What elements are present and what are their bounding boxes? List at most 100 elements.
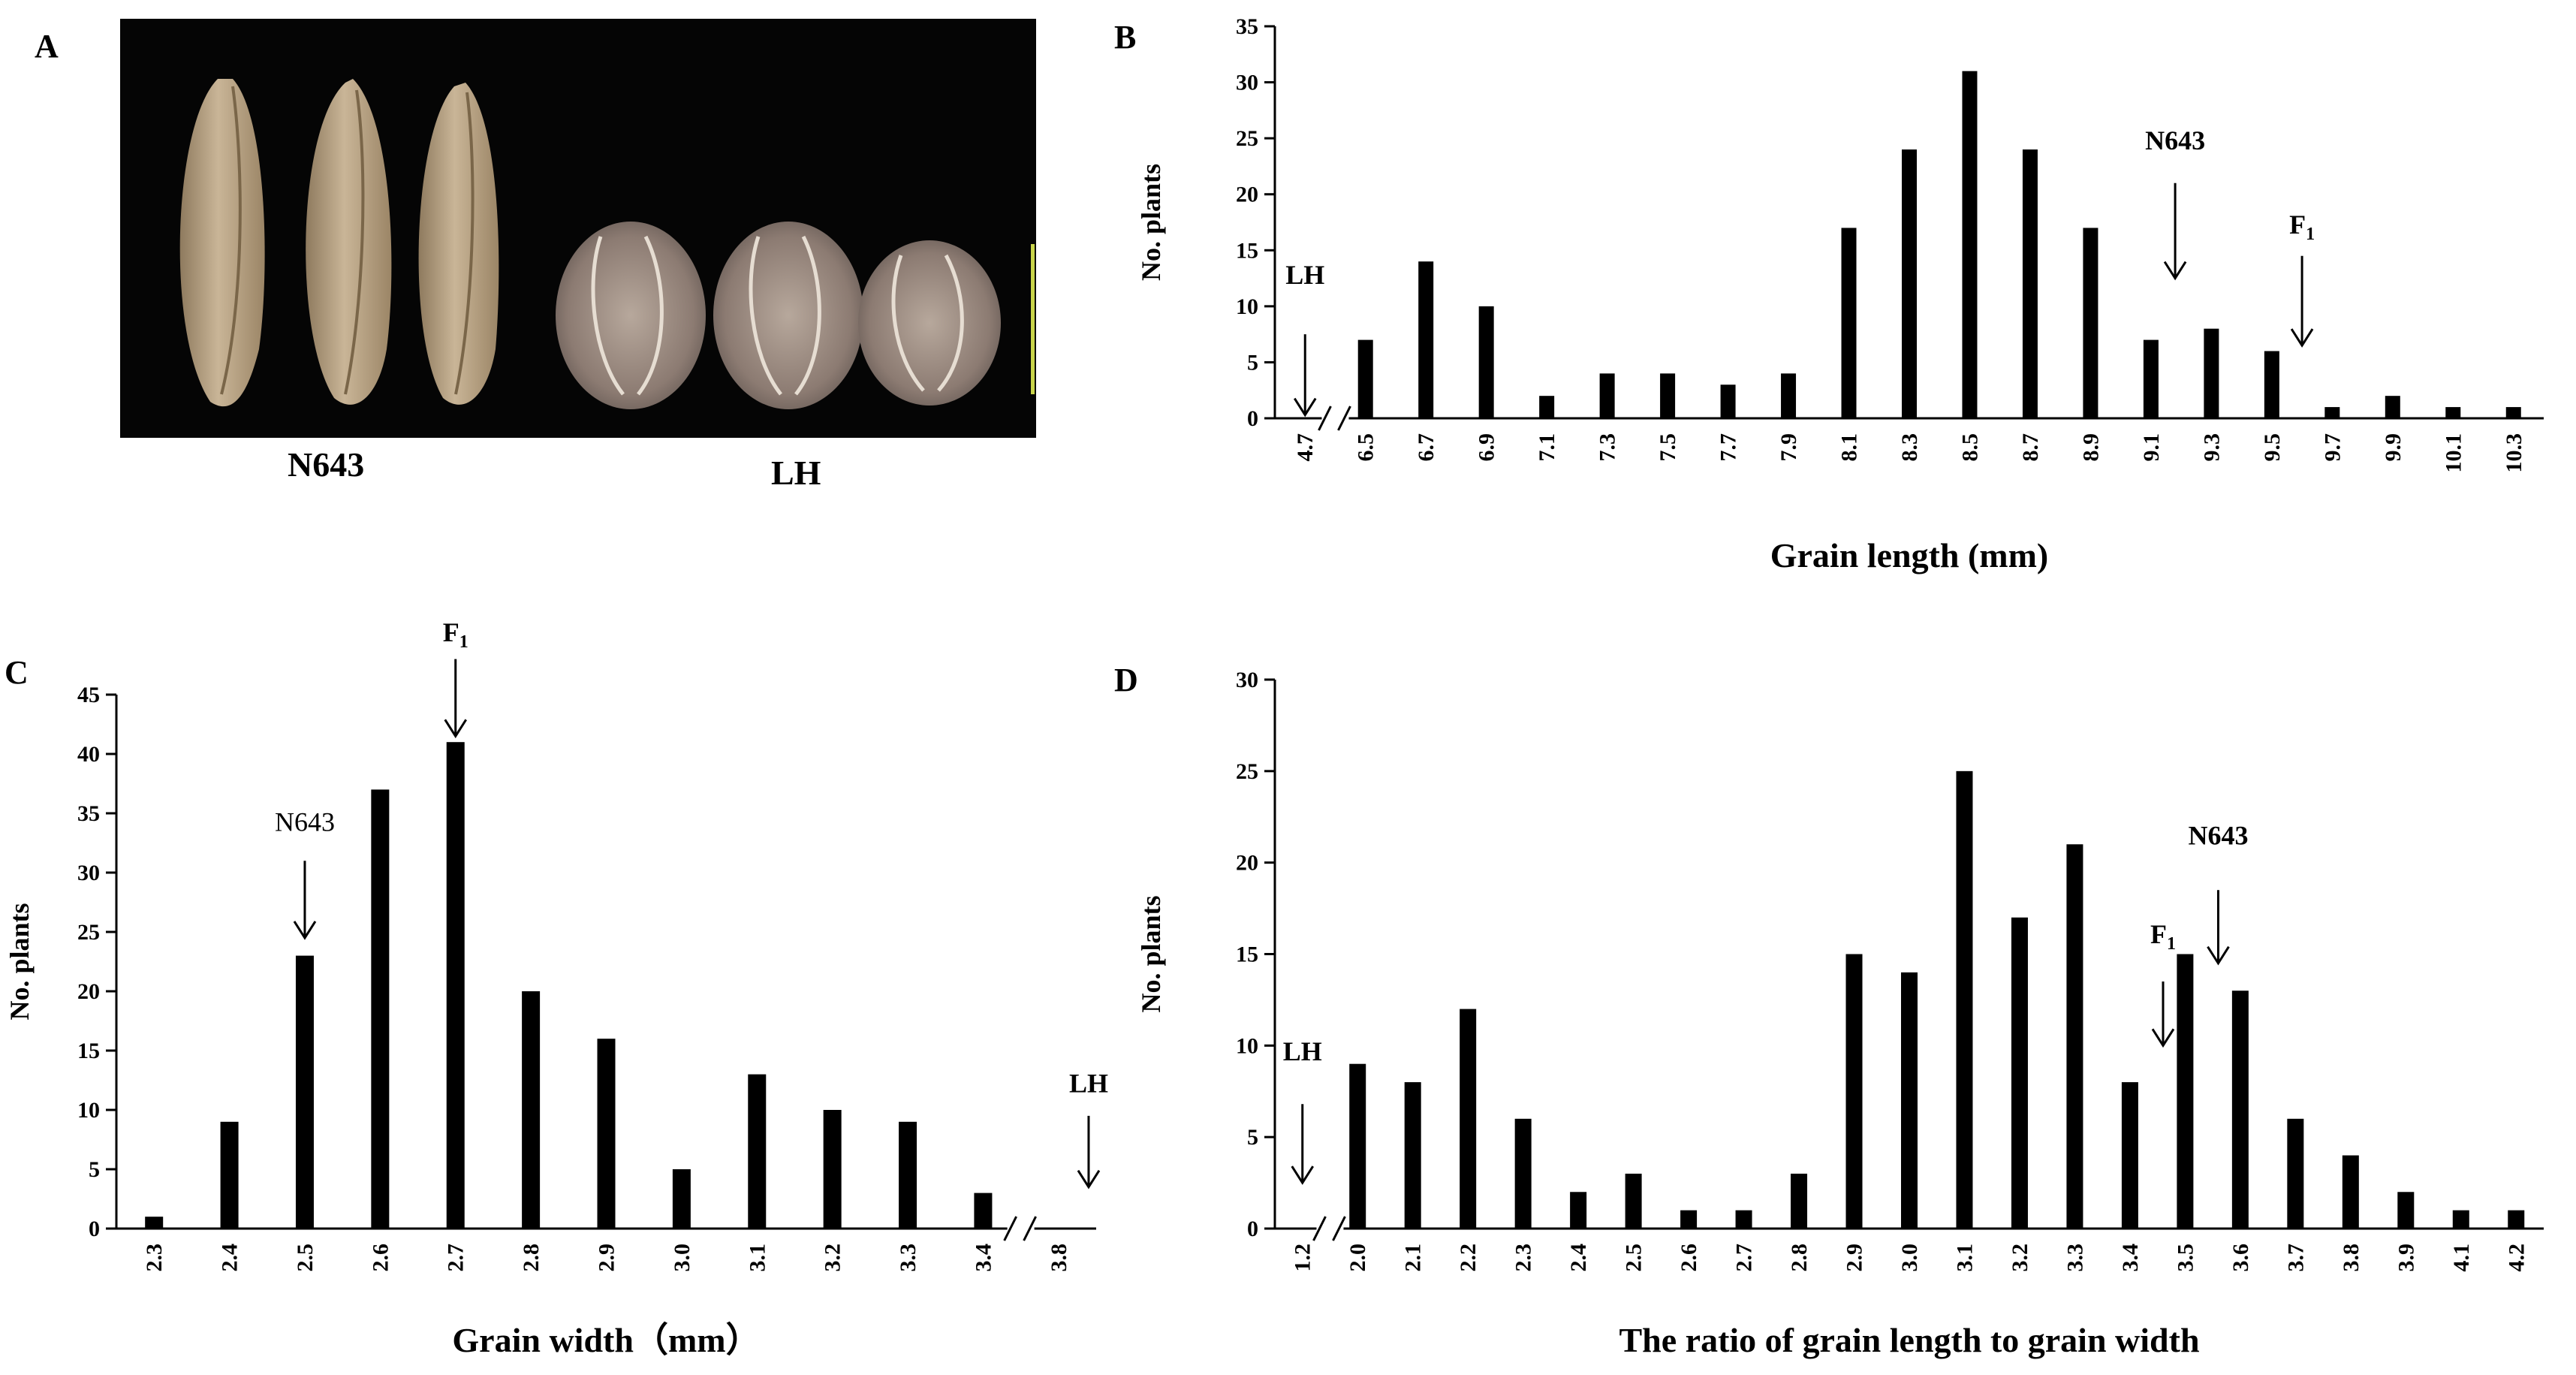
bar: [1781, 373, 1797, 418]
x-tick-label: 3.3: [2062, 1244, 2087, 1272]
bar: [2231, 991, 2249, 1229]
x-tick-label: 3.1: [1952, 1244, 1977, 1272]
x-axis-title: The ratio of grain length to grain width: [1619, 1321, 2199, 1359]
bar: [1404, 1082, 1421, 1229]
bar: [823, 1110, 842, 1229]
x-tick-label: 3.8: [2339, 1244, 2364, 1272]
bar: [1570, 1192, 1587, 1229]
y-tick-label: 40: [77, 742, 100, 767]
bar: [2177, 954, 2194, 1229]
annotation-label: F1: [2289, 210, 2315, 244]
y-tick-label: 30: [1236, 668, 1258, 692]
bar: [1349, 1063, 1366, 1229]
long-grain-3: [418, 83, 499, 405]
annotation-arrowhead: [1291, 1165, 1315, 1185]
x-tick-label: 2.1: [1401, 1244, 1426, 1272]
y-tick-label: 15: [77, 1039, 100, 1063]
panel-label-a: A: [35, 28, 59, 65]
bar: [974, 1193, 993, 1229]
y-tick-label: 5: [89, 1157, 100, 1182]
bar: [597, 1039, 616, 1229]
caption-lh: LH: [771, 454, 821, 492]
y-tick-label: 45: [77, 683, 100, 707]
y-tick-label: 30: [1236, 71, 1258, 95]
y-tick-label: 20: [77, 979, 100, 1004]
bar: [2508, 1210, 2525, 1229]
bar: [1680, 1210, 1698, 1229]
bar: [2022, 149, 2038, 419]
x-tick-label: 2.6: [1677, 1244, 1701, 1272]
panel-label-d: D: [1114, 662, 1138, 698]
x-tick-label: 9.1: [2139, 433, 2164, 462]
x-tick-label: 7.1: [1535, 433, 1559, 462]
round-grain-1: [556, 222, 706, 409]
y-tick-label: 20: [1236, 851, 1258, 876]
x-tick-label: 2.9: [1842, 1244, 1867, 1272]
x-tick-label: 4.7: [1293, 433, 1318, 462]
bar: [2385, 396, 2400, 418]
bar: [2452, 1210, 2469, 1229]
x-tick-label: 4.2: [2504, 1244, 2529, 1272]
x-tick-label: 8.7: [2018, 433, 2043, 462]
long-grain-2: [306, 79, 392, 405]
x-tick-label: 2.8: [519, 1244, 544, 1272]
x-tick-label: 8.9: [2078, 433, 2103, 462]
bar: [748, 1074, 767, 1229]
y-tick-label: 0: [1247, 406, 1258, 431]
bar: [1460, 1009, 1477, 1229]
annotation-label: N643: [2188, 820, 2248, 850]
bar: [2445, 407, 2461, 418]
axis-break-mark: [1318, 406, 1332, 431]
x-tick-label: 9.9: [2381, 433, 2406, 462]
x-tick-label: 8.5: [1957, 433, 1982, 462]
annotation-label: N643: [2145, 125, 2205, 155]
y-tick-label: 25: [77, 920, 100, 945]
x-tick-label: 2.7: [444, 1244, 469, 1272]
bar: [2066, 844, 2083, 1229]
annotation-subscript: 1: [2167, 934, 2176, 954]
round-grain-3: [858, 240, 1001, 406]
annotation-label: N643: [275, 807, 335, 837]
y-tick-label: 15: [1236, 238, 1258, 263]
x-tick-label: 8.1: [1837, 433, 1862, 462]
x-tick-label: 10.1: [2441, 433, 2466, 473]
bar: [145, 1217, 164, 1229]
y-axis-title: No. plants: [1136, 895, 1166, 1012]
x-tick-label: 3.1: [745, 1244, 770, 1272]
bar: [2143, 339, 2159, 418]
x-tick-label: 3.5: [2173, 1244, 2198, 1272]
x-tick-label: 3.0: [1897, 1244, 1922, 1272]
bar: [1902, 149, 1917, 419]
bar: [1956, 770, 1973, 1229]
bar: [1962, 71, 1978, 419]
annotation-label: LH: [1069, 1068, 1108, 1098]
annotation-arrowhead: [293, 921, 317, 940]
annotation-arrowhead: [2151, 1028, 2175, 1048]
y-tick-label: 10: [1236, 294, 1258, 319]
annotation-arrowhead: [1077, 1169, 1101, 1190]
scale-bar: [1031, 244, 1035, 394]
x-tick-label: 8.3: [1897, 433, 1922, 462]
x-tick-label: 3.7: [2283, 1244, 2308, 1272]
grain-photo: [120, 19, 1036, 438]
y-tick-label: 5: [1247, 350, 1258, 375]
bar: [2121, 1082, 2138, 1229]
caption-n643: N643: [288, 445, 365, 484]
x-tick-label: 10.3: [2502, 433, 2526, 473]
y-axis-title: No. plants: [1136, 164, 1166, 281]
x-tick-label: 2.9: [595, 1244, 619, 1272]
bar: [371, 789, 390, 1229]
x-tick-label: 2.3: [1511, 1244, 1536, 1272]
bar: [1735, 1210, 1752, 1229]
bar: [1599, 373, 1615, 418]
grain-illustration: [179, 79, 1035, 409]
annotation-subscript: 1: [459, 632, 469, 652]
x-tick-label: 3.3: [896, 1244, 920, 1272]
y-tick-label: 5: [1247, 1125, 1258, 1150]
x-tick-label: 2.3: [142, 1244, 167, 1272]
bar: [1720, 384, 1736, 418]
x-axis-title: Grain width（mm）: [452, 1321, 760, 1359]
